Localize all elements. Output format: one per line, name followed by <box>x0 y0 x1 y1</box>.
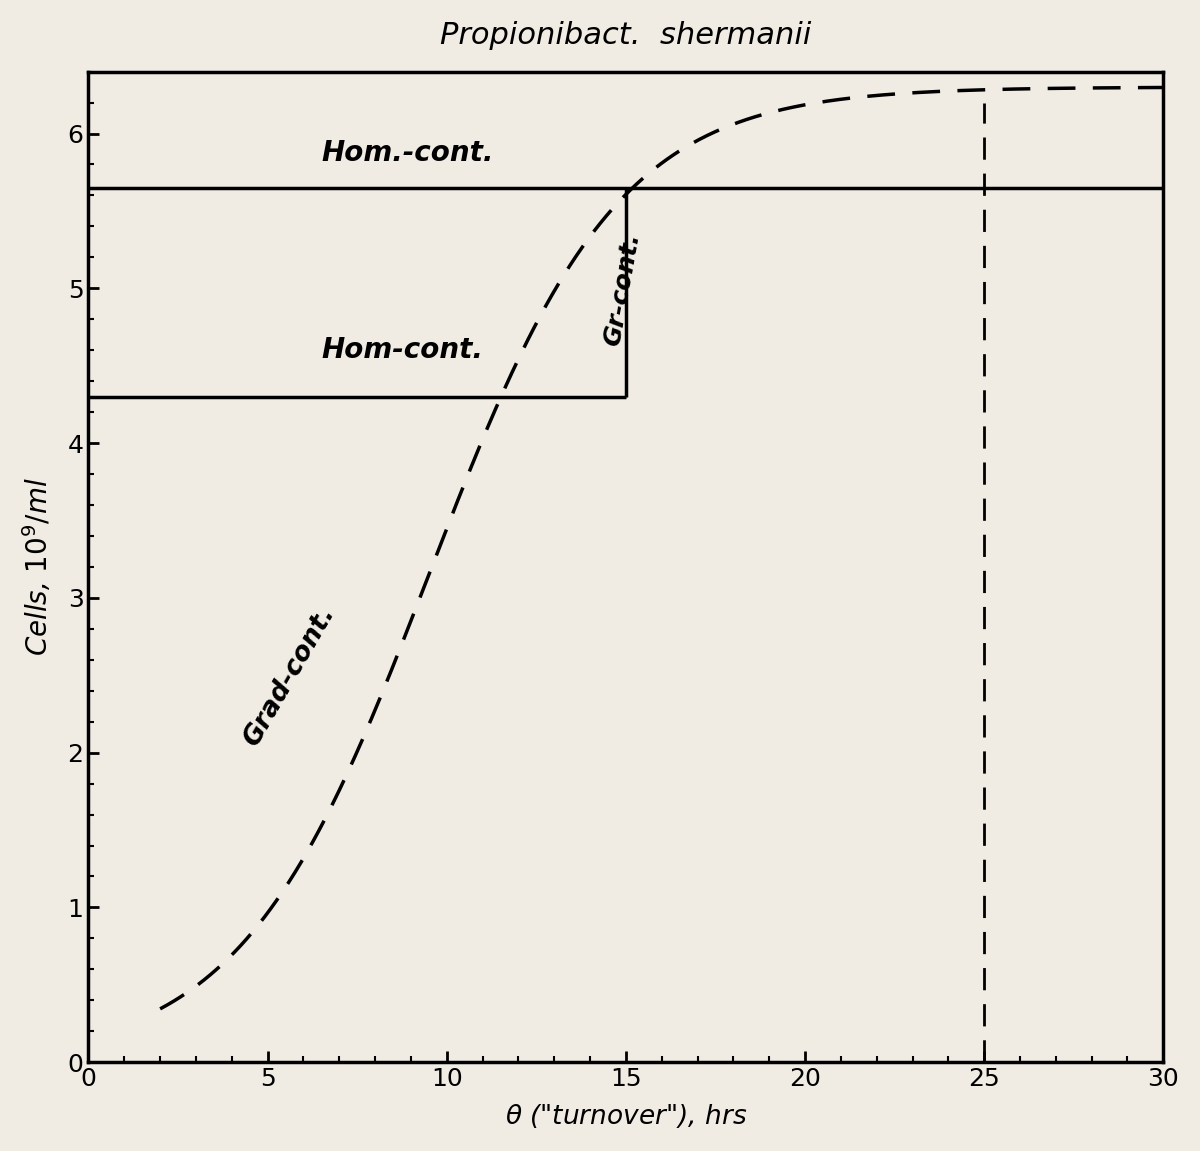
Text: Hom-cont.: Hom-cont. <box>322 336 484 364</box>
Y-axis label: Cells, $\mathit{10^9/ml}$: Cells, $\mathit{10^9/ml}$ <box>20 478 54 656</box>
Title: Propionibact.  shermanii: Propionibact. shermanii <box>440 21 811 49</box>
X-axis label: $\theta$ ("turnover"), hrs: $\theta$ ("turnover"), hrs <box>505 1103 748 1130</box>
Text: Hom.-cont.: Hom.-cont. <box>322 139 493 167</box>
Text: Gr-cont.: Gr-cont. <box>601 230 644 348</box>
Text: Grad-cont.: Grad-cont. <box>239 602 340 750</box>
